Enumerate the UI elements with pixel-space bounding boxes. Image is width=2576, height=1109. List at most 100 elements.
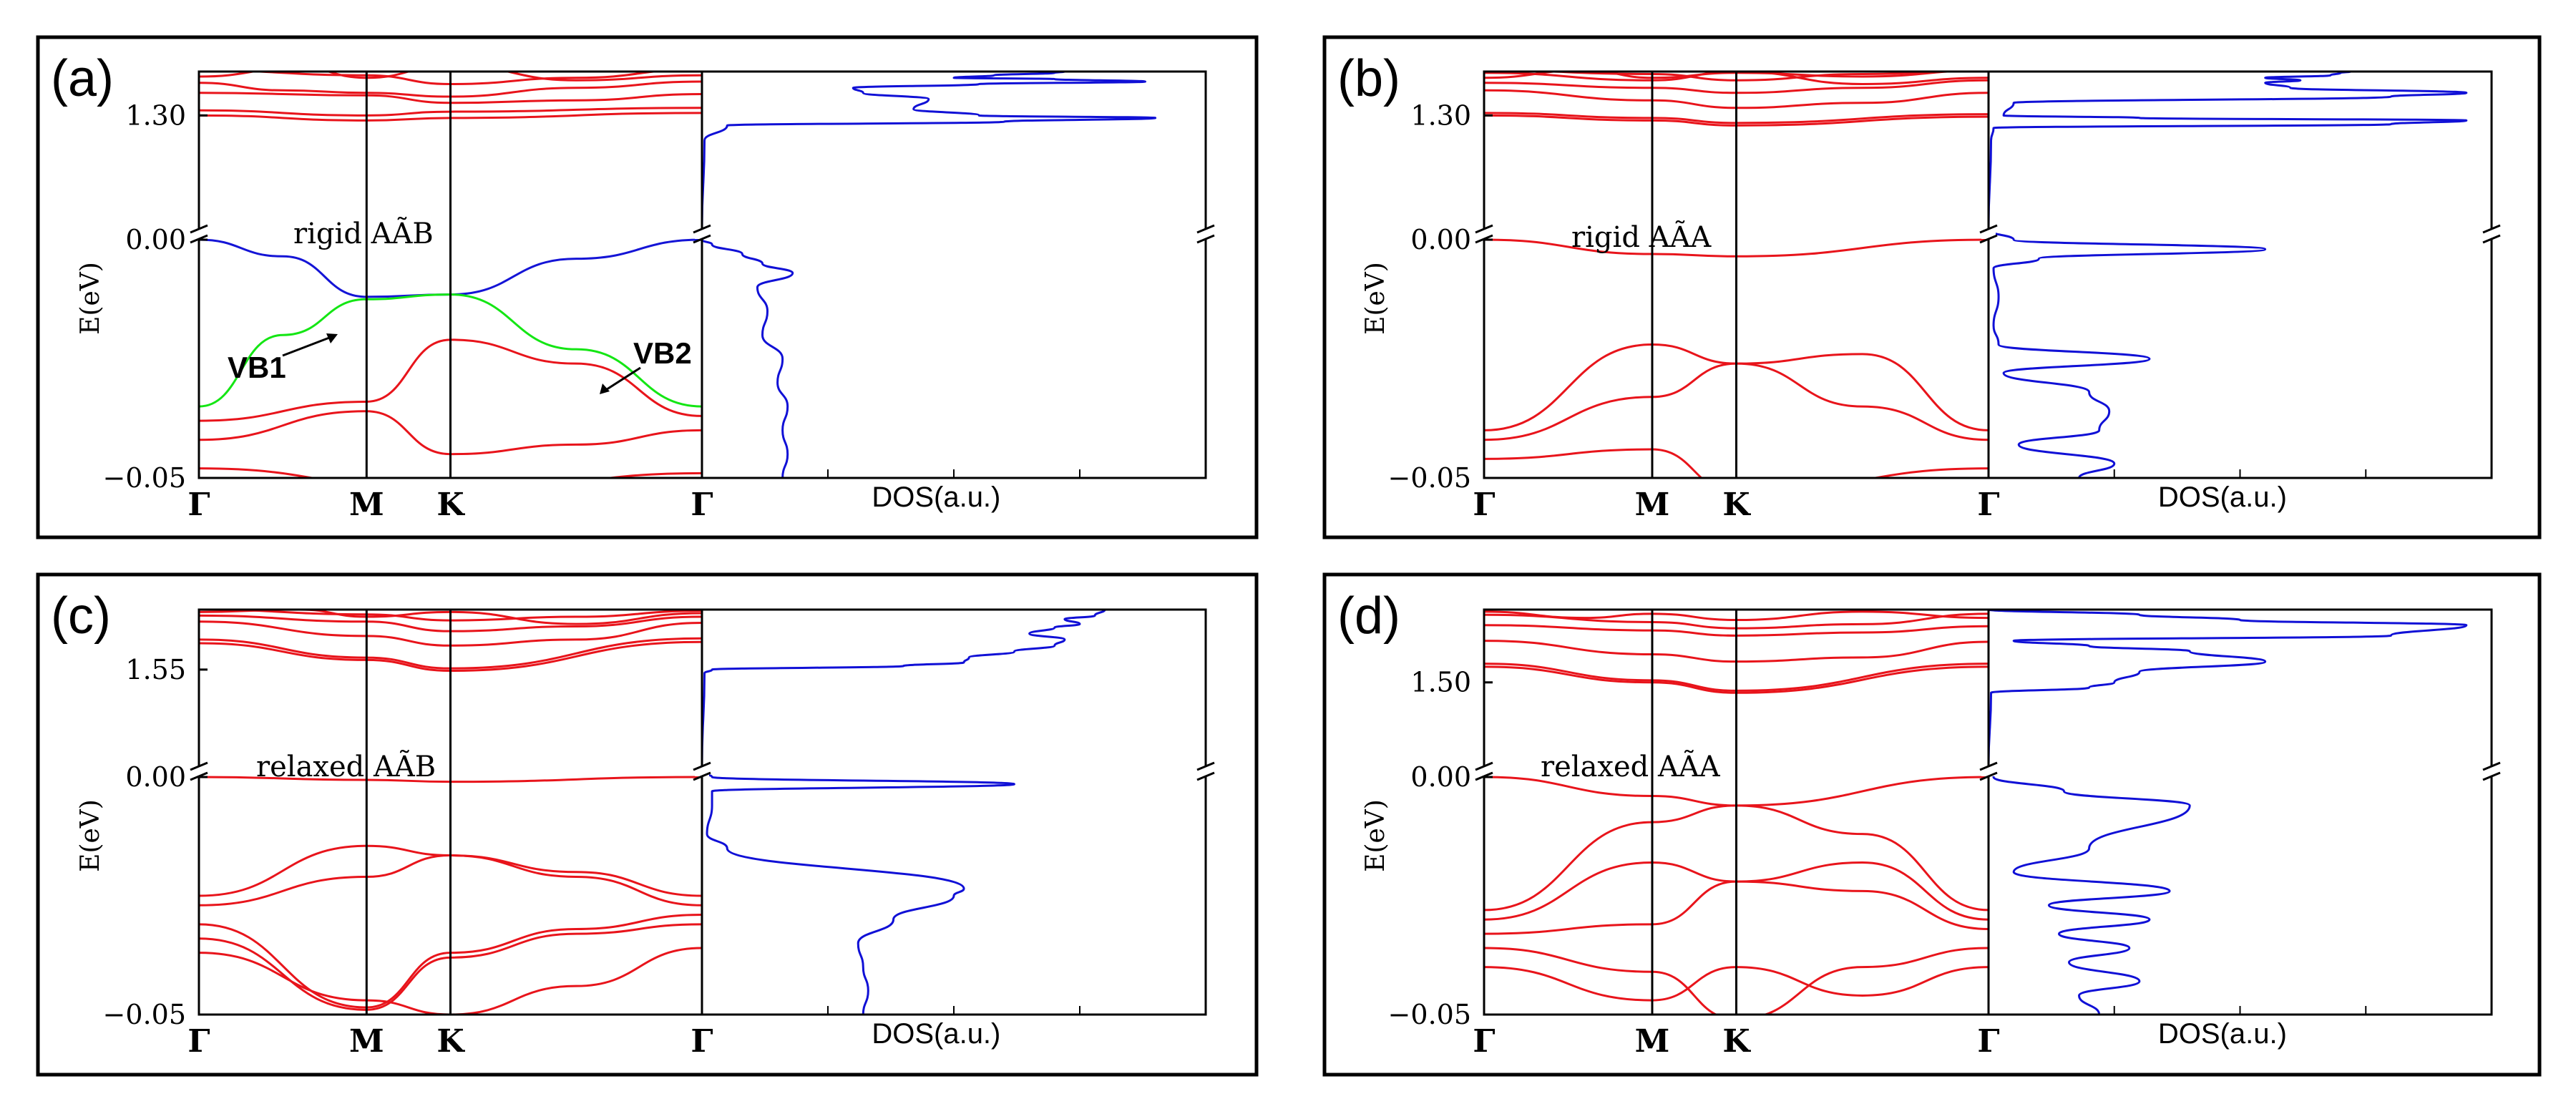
axis-break-mark [2482, 771, 2501, 781]
dos-axis-label: DOS(a.u.) [872, 1018, 1000, 1050]
dos-curves [1987, 72, 2468, 478]
y-tick-label: −0.05 [103, 462, 186, 494]
kpoint-label: M [1635, 487, 1670, 523]
kpoint-label: M [349, 487, 384, 523]
dos-curves [1987, 610, 2468, 1015]
vb1-arrowhead [326, 333, 338, 343]
stacking-annotation: relaxed AÃA [1541, 750, 1721, 783]
panel-b: 1.30 0.00 −0.05 E(eV) Γ M K Γ DOS(a.u.) (b) rigid … [1322, 35, 2542, 539]
kpoint-label: Γ [691, 487, 713, 523]
axis-break-mark [190, 761, 208, 771]
y-tick-label: 1.30 [125, 99, 186, 131]
y-axis-label: E(eV) [76, 262, 105, 335]
axis-break-mark [1979, 224, 1998, 234]
kpoint-label: M [1635, 1023, 1670, 1060]
axis-break-mark [1979, 234, 1998, 244]
dos-curve-upper [1987, 610, 2468, 766]
y-tick-label: 0.00 [1410, 224, 1471, 255]
band-vb2 [199, 293, 703, 408]
kpoint-label: Γ [1473, 487, 1495, 523]
kpoint-label: K [436, 1023, 465, 1060]
axis-break-mark [693, 761, 711, 771]
kpoint-label: Γ [187, 487, 210, 523]
axis-break-mark [1196, 771, 1215, 781]
y-tick-label: 1.50 [1410, 667, 1471, 698]
axis-break-mark [2482, 224, 2501, 234]
band-line [1484, 665, 1989, 694]
dos-curve-lower [1987, 229, 2267, 478]
band-line [199, 410, 703, 456]
band-line [1484, 112, 1989, 124]
band-line [199, 776, 703, 783]
y-axis-label: E(eV) [1361, 799, 1390, 872]
axis-break-mark [1979, 761, 1998, 771]
panel-label: (d) [1337, 587, 1400, 645]
dos-curves [701, 72, 1157, 478]
dos-curve-upper [701, 72, 1157, 229]
band-line [199, 80, 703, 98]
band-line [1484, 72, 1989, 86]
band-line [1484, 114, 1989, 127]
axis-break-mark [1196, 761, 1215, 771]
panel-frame [1322, 572, 2542, 1077]
panel-label: (c) [51, 587, 111, 645]
axis-break-mark [1475, 761, 1493, 771]
kpoint-label: K [436, 487, 465, 523]
panel-frame [1322, 35, 2542, 539]
kpoint-label: K [1722, 1023, 1751, 1060]
axis-break-mark [2482, 761, 2501, 771]
band-line [199, 72, 703, 82]
axis-break-mark [693, 224, 711, 234]
band-label-vb2: VB2 [633, 336, 692, 370]
y-tick-label: −0.05 [1388, 462, 1471, 494]
y-tick-label: 1.55 [125, 654, 186, 685]
band-line [199, 637, 703, 670]
axis-break-mark [1196, 234, 1215, 244]
kpoint-label: Γ [1473, 1023, 1495, 1060]
dos-curves [701, 610, 1106, 1015]
band-line [1484, 947, 1989, 1015]
panel-c: 1.55 0.00 −0.05 E(eV) Γ M K Γ DOS(a.u.) (c) relaxe… [36, 572, 1259, 1077]
band-line [1484, 238, 1989, 258]
dos-curve-lower [1987, 767, 2191, 1015]
dos-curve-upper [1987, 72, 2468, 229]
axis-break-mark [693, 771, 711, 781]
kpoint-label: Γ [1977, 487, 1999, 523]
y-tick-label: −0.05 [103, 999, 186, 1030]
band-line [199, 640, 703, 673]
y-tick-label: 0.00 [1410, 761, 1471, 793]
band-line [1484, 610, 1989, 622]
y-axis-label: E(eV) [76, 799, 105, 872]
panel-frame [36, 572, 1259, 1077]
axis-break-mark [1979, 771, 1998, 781]
dos-curve-lower [701, 771, 1015, 1015]
y-tick-label: 0.00 [125, 761, 186, 793]
stacking-annotation: rigid AÃA [1571, 220, 1712, 254]
axis-break-mark [1475, 224, 1493, 234]
dos-axis-label: DOS(a.u.) [2158, 1018, 2287, 1050]
dos-curve-lower [701, 239, 794, 478]
dos-axis-label: DOS(a.u.) [2158, 482, 2287, 513]
axis-break-mark [693, 234, 711, 244]
kpoint-label: Γ [1977, 1023, 1999, 1060]
axis-break-mark [190, 224, 208, 234]
vb2-arrowhead [600, 383, 610, 394]
dos-curve-upper [701, 610, 1106, 766]
stacking-annotation: relaxed AÃB [256, 750, 436, 783]
y-axis-label: E(eV) [1361, 262, 1390, 335]
band-line [199, 914, 703, 1009]
band-line [1484, 663, 1989, 692]
stacking-annotation: rigid AÃB [293, 217, 434, 250]
kpoint-label: K [1722, 487, 1751, 523]
kpoint-label: Γ [691, 1023, 713, 1060]
kpoint-label: Γ [187, 1023, 210, 1060]
panel-label: (b) [1337, 50, 1400, 107]
kpoint-label: M [349, 1023, 384, 1060]
axis-break-mark [1196, 224, 1215, 234]
axis-break-mark [2482, 234, 2501, 244]
band-label-vb1: VB1 [228, 351, 286, 384]
y-tick-label: 0.00 [125, 224, 186, 255]
y-tick-label: −0.05 [1388, 999, 1471, 1030]
panel-frame [36, 35, 1259, 539]
